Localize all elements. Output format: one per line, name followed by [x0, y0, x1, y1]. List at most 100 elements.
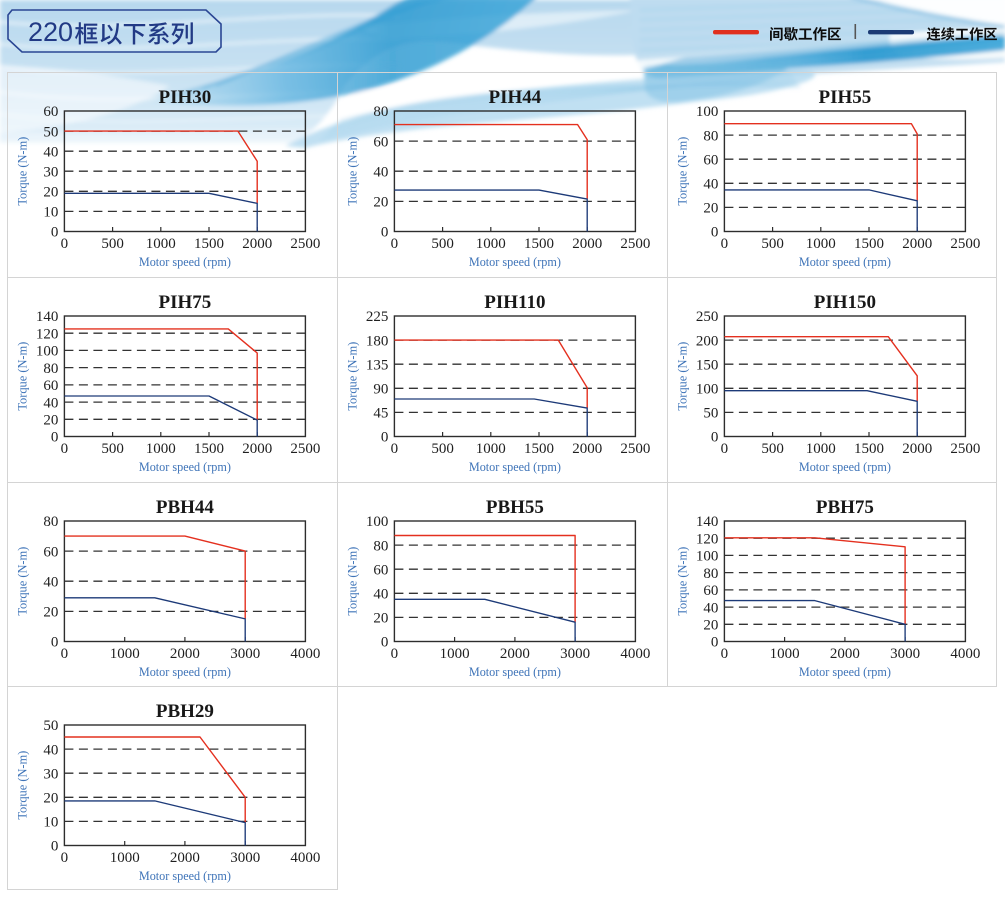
svg-text:220: 220 — [28, 17, 73, 47]
svg-text:Motor speed (rpm): Motor speed (rpm) — [139, 255, 231, 269]
svg-text:2000: 2000 — [572, 236, 602, 252]
svg-text:Torque (N-m): Torque (N-m) — [346, 342, 360, 411]
svg-text:80: 80 — [373, 538, 388, 554]
svg-text:Torque (N-m): Torque (N-m) — [16, 342, 30, 411]
svg-text:60: 60 — [703, 152, 718, 168]
svg-text:4000: 4000 — [950, 646, 980, 662]
svg-text:Motor speed (rpm): Motor speed (rpm) — [799, 665, 891, 679]
svg-text:140: 140 — [36, 309, 59, 325]
svg-text:0: 0 — [721, 236, 729, 252]
svg-text:10: 10 — [43, 815, 58, 831]
svg-text:100: 100 — [696, 382, 719, 398]
svg-text:4000: 4000 — [620, 646, 650, 662]
svg-text:3000: 3000 — [890, 646, 920, 662]
svg-text:Motor speed (rpm): Motor speed (rpm) — [469, 460, 561, 474]
svg-text:80: 80 — [703, 566, 718, 582]
svg-text:2000: 2000 — [830, 646, 860, 662]
svg-text:60: 60 — [43, 378, 58, 394]
svg-text:500: 500 — [761, 441, 784, 457]
svg-text:0: 0 — [381, 430, 389, 446]
svg-text:60: 60 — [373, 134, 388, 150]
svg-text:225: 225 — [366, 309, 389, 325]
svg-text:2000: 2000 — [242, 236, 272, 252]
svg-text:40: 40 — [43, 144, 58, 160]
svg-text:500: 500 — [101, 236, 124, 252]
svg-text:2500: 2500 — [290, 236, 320, 252]
svg-text:2000: 2000 — [902, 236, 932, 252]
svg-text:0: 0 — [61, 850, 69, 866]
svg-text:1000: 1000 — [476, 441, 506, 457]
svg-text:30: 30 — [43, 766, 58, 782]
svg-text:0: 0 — [711, 635, 719, 651]
svg-text:1000: 1000 — [110, 646, 140, 662]
svg-text:0: 0 — [391, 441, 399, 457]
svg-text:40: 40 — [703, 177, 718, 193]
svg-text:Motor speed (rpm): Motor speed (rpm) — [139, 665, 231, 679]
svg-text:40: 40 — [703, 600, 718, 616]
svg-text:2500: 2500 — [290, 441, 320, 457]
svg-text:50: 50 — [43, 718, 58, 734]
svg-text:120: 120 — [36, 326, 59, 342]
svg-text:0: 0 — [51, 225, 59, 241]
svg-text:2000: 2000 — [902, 441, 932, 457]
svg-text:2500: 2500 — [950, 441, 980, 457]
svg-text:140: 140 — [696, 514, 719, 530]
svg-text:45: 45 — [373, 406, 388, 422]
svg-text:20: 20 — [43, 413, 58, 429]
svg-text:20: 20 — [703, 201, 718, 217]
svg-text:100: 100 — [696, 104, 719, 120]
svg-text:Torque (N-m): Torque (N-m) — [676, 137, 690, 206]
svg-text:PIH44: PIH44 — [489, 87, 542, 108]
svg-text:80: 80 — [373, 104, 388, 120]
svg-text:60: 60 — [373, 562, 388, 578]
svg-text:1500: 1500 — [194, 236, 224, 252]
svg-text:500: 500 — [431, 441, 454, 457]
svg-text:3000: 3000 — [560, 646, 590, 662]
svg-text:150: 150 — [696, 357, 719, 373]
svg-text:0: 0 — [391, 646, 399, 662]
svg-text:1500: 1500 — [194, 441, 224, 457]
svg-text:20: 20 — [43, 791, 58, 807]
svg-text:0: 0 — [381, 635, 389, 651]
svg-text:0: 0 — [51, 430, 59, 446]
svg-text:80: 80 — [43, 514, 58, 530]
svg-text:0: 0 — [711, 225, 719, 241]
svg-text:1500: 1500 — [524, 441, 554, 457]
svg-text:Torque (N-m): Torque (N-m) — [16, 137, 30, 206]
svg-text:80: 80 — [703, 128, 718, 144]
svg-text:PBH55: PBH55 — [486, 497, 544, 518]
svg-text:20: 20 — [43, 185, 58, 201]
svg-text:Motor speed (rpm): Motor speed (rpm) — [799, 460, 891, 474]
svg-text:90: 90 — [373, 382, 388, 398]
svg-text:1500: 1500 — [524, 236, 554, 252]
svg-text:40: 40 — [43, 395, 58, 411]
svg-text:Torque (N-m): Torque (N-m) — [676, 547, 690, 616]
svg-text:Torque (N-m): Torque (N-m) — [16, 751, 30, 820]
svg-text:500: 500 — [761, 236, 784, 252]
svg-text:1000: 1000 — [146, 441, 176, 457]
svg-text:4000: 4000 — [290, 646, 320, 662]
svg-text:2000: 2000 — [572, 441, 602, 457]
svg-text:Torque (N-m): Torque (N-m) — [346, 137, 360, 206]
svg-text:60: 60 — [703, 583, 718, 599]
svg-text:1500: 1500 — [854, 236, 884, 252]
svg-text:Motor speed (rpm): Motor speed (rpm) — [799, 255, 891, 269]
svg-text:0: 0 — [711, 430, 719, 446]
svg-text:PBH75: PBH75 — [816, 497, 874, 518]
svg-text:0: 0 — [721, 646, 729, 662]
svg-text:100: 100 — [36, 344, 59, 360]
svg-text:PBH29: PBH29 — [156, 701, 214, 722]
svg-text:2000: 2000 — [242, 441, 272, 457]
svg-text:120: 120 — [696, 531, 719, 547]
svg-text:PIH110: PIH110 — [484, 292, 545, 313]
svg-text:50: 50 — [43, 124, 58, 140]
svg-text:PBH44: PBH44 — [156, 497, 215, 518]
svg-text:0: 0 — [61, 441, 69, 457]
svg-text:20: 20 — [373, 195, 388, 211]
svg-text:100: 100 — [366, 514, 389, 530]
svg-text:1000: 1000 — [110, 850, 140, 866]
svg-text:Torque (N-m): Torque (N-m) — [346, 547, 360, 616]
svg-text:2500: 2500 — [620, 441, 650, 457]
svg-text:40: 40 — [373, 164, 388, 180]
svg-text:30: 30 — [43, 164, 58, 180]
